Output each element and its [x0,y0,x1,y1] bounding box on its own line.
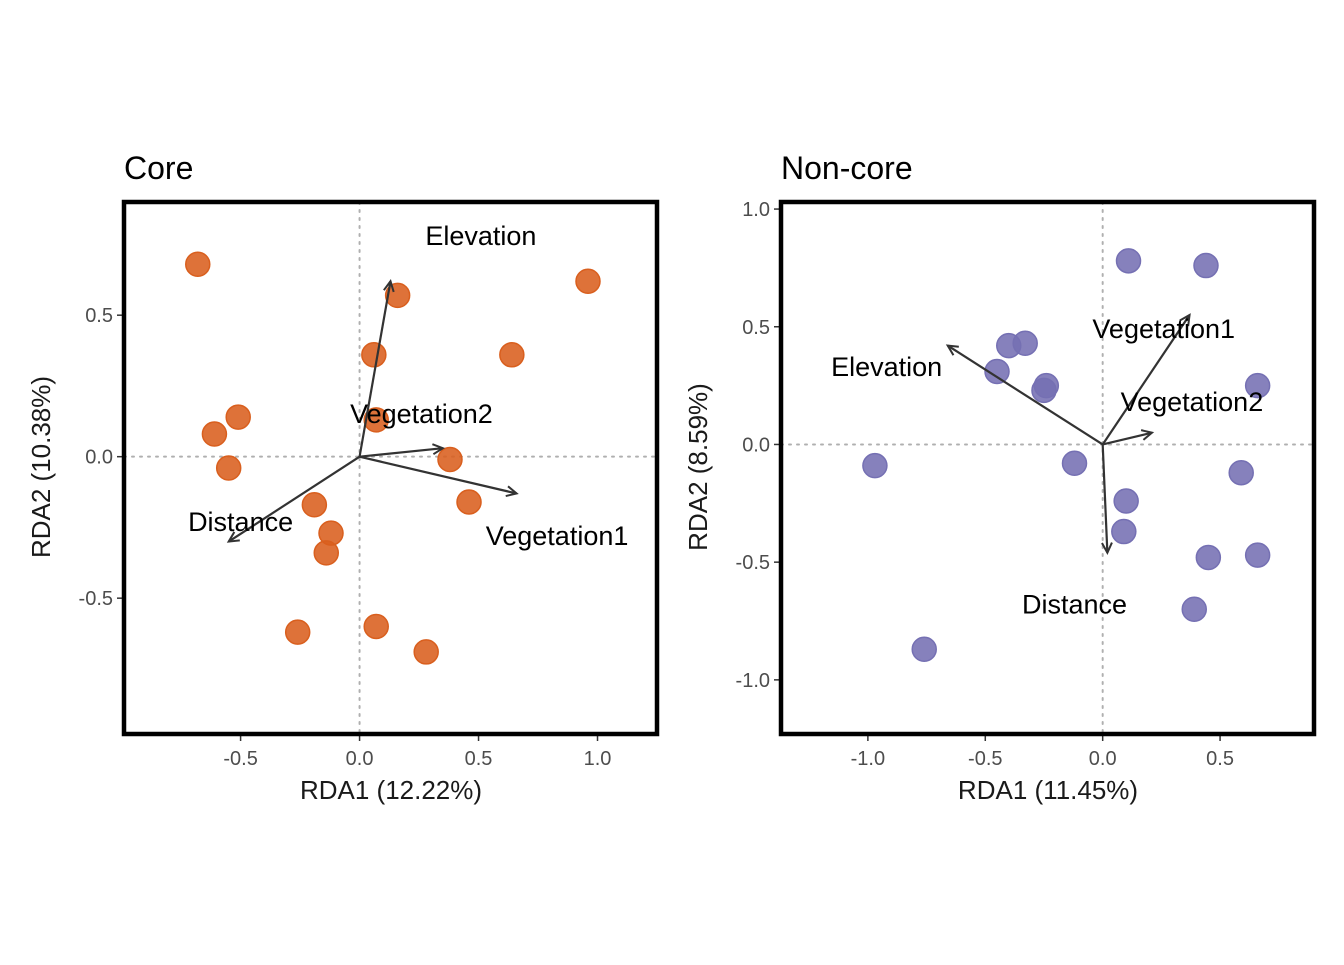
core-arrow-vegetation1 [359,455,519,498]
core-data-point-1 [185,251,211,278]
core-x-tick-label: 1.0 [584,748,612,770]
noncore-y-tick-label: 0.5 [742,317,770,339]
noncore-panel-border [778,199,1317,737]
core-arrow-vegetation2 [359,443,446,458]
core-arrow-distance [226,455,361,543]
noncore-arrow-elevation [945,344,1104,446]
core-data-point-14 [313,540,340,566]
core-data-point-2 [575,268,601,294]
noncore-data-point-9 [862,452,888,479]
noncore-y-axis-title: RDA2 (8.59%) [683,383,713,551]
core-arrow-label-distance: Distance [188,507,293,537]
noncore-arrow-label-vegetation1: Vegetation1 [1092,314,1235,344]
noncore-y-tick-label: -0.5 [736,552,770,574]
noncore-data-point-1 [1115,248,1142,274]
core-plot-area: Elevation Vegetation2 Vegetation1 Distance -… [79,199,660,770]
noncore-title: Non-core [781,150,913,186]
core-panel-border [121,199,660,737]
core-data-point-6 [225,404,251,430]
core-data-point-7 [363,407,389,433]
core-data-point-15 [284,619,311,645]
core-y-tick-label: 0.5 [85,305,113,327]
core-y-axis-title: RDA2 (10.38%) [26,376,56,558]
core-y-tick-label: 0.0 [85,447,113,469]
noncore-x-tick-label: -0.5 [968,748,1002,770]
noncore-arrow-distance [1101,444,1113,555]
noncore-data-point-11 [1228,459,1254,486]
core-x-tick-label: -0.5 [223,748,257,770]
noncore-arrow-label-distance: Distance [1022,590,1127,620]
core-x-axis-title: RDA1 (12.22%) [300,775,482,805]
core-data-point-12 [301,492,328,518]
noncore-x-tick-label: 0.5 [1206,748,1234,770]
noncore-data-point-2 [1193,252,1219,279]
core-panel: Core RDA1 (12.22%) RDA2 (10.38%) Elevati… [26,150,660,805]
noncore-arrow-label-elevation: Elevation [831,352,942,382]
noncore-data-point-15 [1244,542,1271,568]
core-data-point-5 [499,342,525,368]
core-data-point-8 [201,421,228,447]
noncore-y-tick-label: 1.0 [742,199,770,221]
noncore-data-point-10 [1061,450,1088,477]
noncore-data-point-5 [984,358,1010,385]
core-data-point-17 [413,639,439,665]
core-data-point-9 [215,455,242,481]
noncore-arrow-label-vegetation2: Vegetation2 [1121,387,1264,417]
noncore-data-point-12 [1113,488,1139,514]
core-arrow-label-elevation: Elevation [425,221,536,251]
noncore-y-tick-label: 0.0 [742,434,770,456]
core-arrow-elevation [358,279,395,457]
noncore-data-point-17 [911,636,937,663]
noncore-data-point-14 [1195,544,1222,571]
noncore-data-point-4 [1012,330,1038,356]
core-arrow-label-vegetation1: Vegetation1 [486,521,629,551]
noncore-plot-area: Elevation Vegetation1 Vegetation2 Distance -… [736,199,1317,770]
noncore-y-tick-label: -1.0 [736,670,770,692]
core-data-point-11 [456,489,482,515]
noncore-arrow-vegetation1 [1101,313,1191,446]
core-title: Core [124,150,193,186]
core-x-tick-label: 0.5 [465,748,493,770]
noncore-data-point-16 [1181,596,1208,622]
core-arrow-label-vegetation2: Vegetation2 [350,399,493,429]
core-y-tick-label: -0.5 [79,588,113,610]
noncore-x-axis-title: RDA1 (11.45%) [958,775,1138,805]
noncore-panel: Non-core RDA1 (11.45%) RDA2 (8.59%) Elev… [683,150,1317,805]
noncore-x-tick-label: -1.0 [851,748,885,770]
noncore-x-tick-label: 0.0 [1089,748,1117,770]
core-data-point-10 [437,446,463,473]
noncore-data-point-8 [1244,372,1271,399]
core-data-point-16 [363,613,389,640]
core-x-tick-label: 0.0 [346,748,374,770]
noncore-data-point-13 [1111,518,1137,545]
noncore-data-point-7 [1031,377,1057,404]
core-data-point-4 [361,342,387,368]
noncore-arrow-vegetation2 [1102,429,1155,446]
